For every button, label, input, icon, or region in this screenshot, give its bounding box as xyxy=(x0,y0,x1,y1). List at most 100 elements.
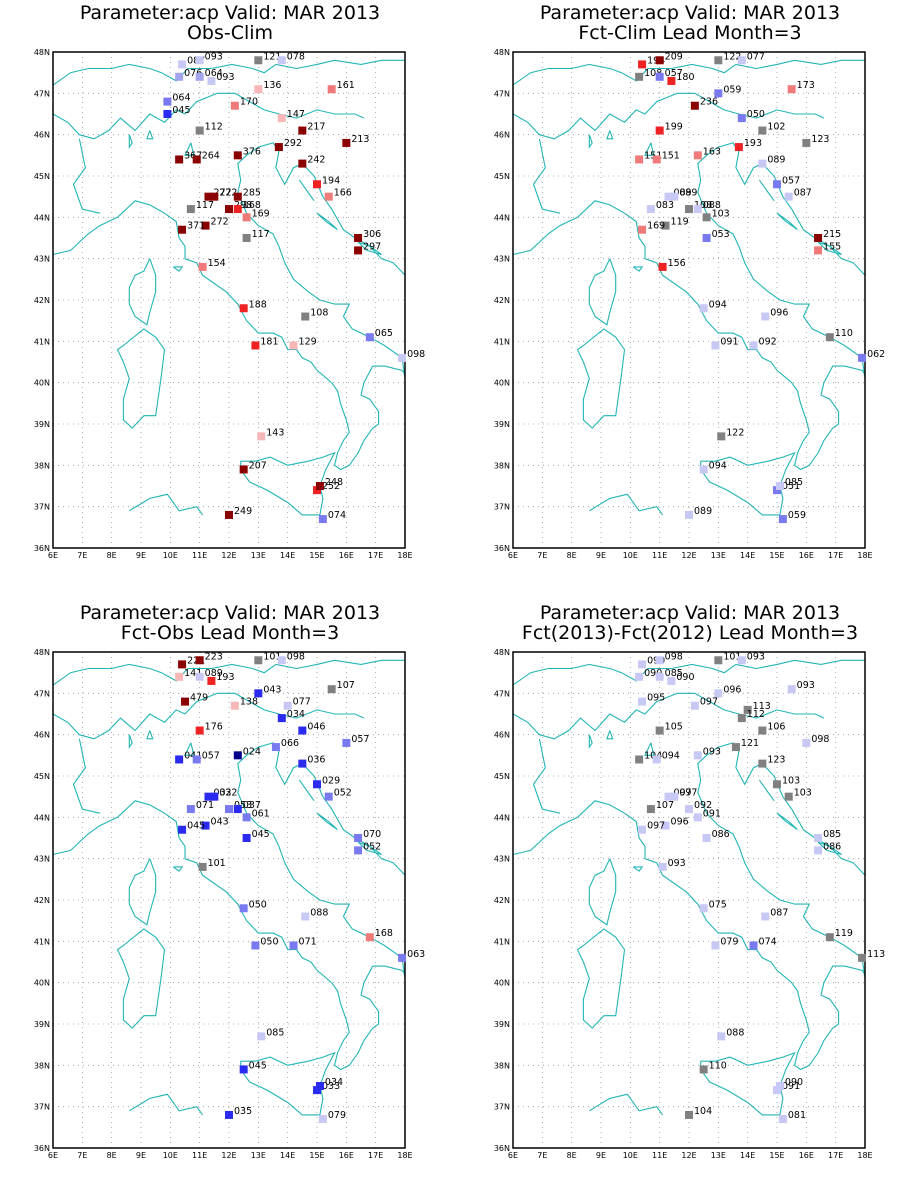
station-value-label: 298 xyxy=(234,200,252,211)
station-value-label: 264 xyxy=(202,150,220,161)
station-value-label: 154 xyxy=(208,258,226,269)
station-marker xyxy=(251,941,260,950)
station-value-label: 070 xyxy=(363,829,381,840)
coast-line xyxy=(532,138,561,214)
station-value-label: 064 xyxy=(205,68,223,79)
station-marker xyxy=(773,780,781,789)
coast-line xyxy=(588,134,593,149)
station-value-label: 479 xyxy=(190,693,208,704)
x-tick-label: 15E xyxy=(769,1151,784,1160)
coast-line xyxy=(588,258,617,326)
x-tick-label: 16E xyxy=(799,1151,814,1160)
station-marker xyxy=(313,1086,321,1095)
coast-line xyxy=(237,142,406,379)
station-marker xyxy=(271,743,280,752)
station-marker xyxy=(646,205,655,214)
station-marker xyxy=(195,656,204,665)
station-marker xyxy=(773,486,781,495)
x-tick-label: 12E xyxy=(221,1151,236,1160)
station-value-label: 170 xyxy=(240,97,258,108)
station-marker xyxy=(318,1115,327,1124)
coast-line xyxy=(72,138,101,214)
station-value-label: 098 xyxy=(665,651,683,662)
station-marker xyxy=(690,101,699,110)
station-value-label: 089 xyxy=(679,188,697,199)
y-tick-label: 46N xyxy=(494,131,510,140)
station-marker xyxy=(225,205,233,214)
station-value-label: 079 xyxy=(720,936,738,947)
x-tick-label: 8E xyxy=(107,551,117,560)
coast-line xyxy=(357,841,382,856)
x-tick-label: 14E xyxy=(280,551,295,560)
station-marker xyxy=(693,151,702,160)
x-tick-label: 7E xyxy=(77,1151,87,1160)
station-value-label: 117 xyxy=(252,229,270,240)
station-value-label: 155 xyxy=(823,241,841,252)
station-markers: 1942091080571801220770591732360501021991… xyxy=(635,51,885,524)
station-marker xyxy=(690,701,699,710)
station-marker xyxy=(743,705,752,714)
station-value-label: 168 xyxy=(243,200,261,211)
station-value-label: 063 xyxy=(407,949,425,960)
station-value-label: 169 xyxy=(252,208,270,219)
station-marker xyxy=(635,155,644,164)
station-marker xyxy=(233,151,242,160)
y-tick-label: 41N xyxy=(34,337,50,346)
station-value-label: 034 xyxy=(325,1077,343,1088)
station-value-label: 103 xyxy=(712,208,730,219)
station-value-label: 043 xyxy=(263,684,281,695)
station-marker xyxy=(354,234,363,242)
station-value-label: 036 xyxy=(307,755,325,766)
y-tick-label: 46N xyxy=(34,731,50,740)
y-tick-label: 44N xyxy=(494,213,510,222)
station-marker xyxy=(301,912,310,921)
panel-title-line1: Parameter:acp Valid: MAR 2013 xyxy=(79,2,381,24)
station-marker xyxy=(685,510,693,519)
station-map: 6E 7E 8E 9E 10E 11E 12E 13E 14E 15E 16E 17E 18E 36N 37… xyxy=(494,48,885,560)
coast-line xyxy=(512,59,865,86)
station-value-label: 086 xyxy=(712,829,730,840)
x-tick-label: 9E xyxy=(136,1151,146,1160)
station-marker xyxy=(277,56,286,65)
station-marker xyxy=(186,205,195,214)
station-value-label: 052 xyxy=(334,788,352,799)
station-marker xyxy=(655,72,664,81)
station-marker xyxy=(398,953,407,962)
station-marker xyxy=(784,792,793,801)
coastline xyxy=(512,659,866,1116)
station-marker xyxy=(685,205,693,214)
station-value-label: 097 xyxy=(679,788,697,799)
station-value-label: 043 xyxy=(211,817,229,828)
station-value-label: 101 xyxy=(208,858,226,869)
station-value-label: 088 xyxy=(310,908,328,919)
station-value-label: 057 xyxy=(665,68,683,79)
station-marker xyxy=(186,805,195,814)
panel-fct-clim: Parameter:acp Valid: MAR 2013 Fct-Clim L… xyxy=(460,0,920,600)
station-marker xyxy=(758,159,767,168)
station-value-label: 217 xyxy=(307,122,325,133)
station-value-label: 138 xyxy=(240,697,258,708)
station-value-label: 110 xyxy=(709,1060,727,1071)
station-value-label: 123 xyxy=(811,134,829,145)
station-marker xyxy=(233,192,242,201)
station-marker xyxy=(313,780,321,789)
station-marker xyxy=(298,726,307,735)
station-marker xyxy=(667,76,676,85)
station-marker xyxy=(239,904,248,913)
coastline xyxy=(52,59,406,516)
y-tick-label: 43N xyxy=(34,855,50,864)
station-value-label: 193 xyxy=(216,672,234,683)
station-value-label: 034 xyxy=(287,709,305,720)
panel-title-line1: Parameter:acp Valid: MAR 2013 xyxy=(79,602,381,624)
station-marker xyxy=(814,834,823,842)
coast-line xyxy=(128,734,133,749)
station-marker xyxy=(635,72,644,81)
x-tick-label: 18E xyxy=(857,551,872,560)
station-value-label: 057 xyxy=(782,175,800,186)
station-marker xyxy=(233,205,242,214)
y-tick-label: 44N xyxy=(494,813,510,822)
station-marker xyxy=(658,262,667,271)
station-value-label: 037 xyxy=(243,800,261,811)
station-marker xyxy=(230,701,239,710)
station-value-label: 032 xyxy=(213,788,231,799)
